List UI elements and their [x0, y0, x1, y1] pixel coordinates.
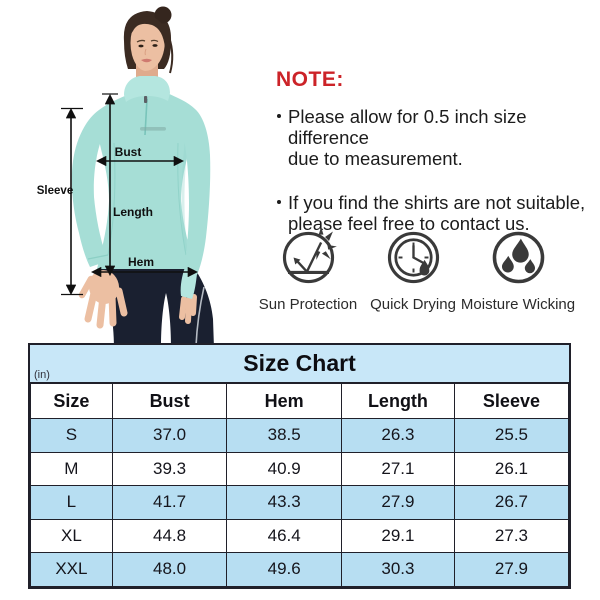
bullet-icon — [276, 192, 288, 234]
cuff-left — [87, 254, 109, 260]
thumbhole-cuff-right — [180, 270, 197, 299]
size-cell: L — [30, 485, 113, 520]
value-cell: 41.7 — [111, 485, 228, 520]
value-cell: 30.3 — [340, 552, 455, 587]
lips — [141, 58, 152, 63]
value-cell: 48.0 — [111, 552, 228, 587]
value-cell: 37.0 — [111, 418, 228, 453]
value-cell: 26.7 — [453, 485, 570, 520]
measurement-annotations — [61, 93, 199, 296]
shirt-collar — [124, 76, 170, 102]
value-cell: 27.1 — [340, 451, 455, 486]
shirt-sleeve-left — [71, 110, 108, 267]
sun-protection-icon — [282, 226, 337, 284]
table-row: S 37.0 38.5 26.3 25.5 — [30, 418, 570, 453]
column-header: Length — [340, 383, 455, 419]
value-cell: 40.9 — [226, 451, 342, 486]
table-row: XL 44.8 46.4 29.1 27.3 — [30, 518, 570, 553]
size-chart: Size Chart (in) Size Bust Hem Length Sle… — [28, 343, 571, 589]
eye-left — [138, 44, 144, 48]
droplet — [419, 259, 429, 276]
length-label: Length — [113, 205, 153, 219]
note-line: please feel free to contact us. — [288, 213, 530, 234]
eyebrow-right — [150, 39, 159, 43]
value-cell: 43.3 — [226, 485, 342, 520]
size-chart-unit: (in) — [34, 369, 50, 381]
note-item-text: Please allow for 0.5 inch size differenc… — [288, 106, 592, 169]
size-chart-title: Size Chart — [243, 350, 356, 376]
value-cell: 27.3 — [453, 518, 570, 553]
feature-quick-drying: Quick Drying — [357, 226, 469, 313]
value-cell: 38.5 — [226, 418, 342, 453]
size-cell: XXL — [30, 552, 113, 587]
feature-sun-protection: Sun Protection — [252, 226, 364, 313]
size-cell: XL — [30, 518, 113, 553]
column-header: Bust — [111, 383, 228, 419]
droplets — [501, 238, 535, 274]
feature-label: Sun Protection — [258, 296, 358, 313]
value-cell: 26.1 — [453, 451, 570, 486]
hand-right — [179, 294, 197, 324]
hair-strand — [168, 36, 174, 74]
face — [130, 17, 165, 71]
hair-front — [130, 16, 166, 48]
value-cell: 44.8 — [111, 518, 228, 553]
column-header: Size — [30, 383, 113, 419]
shirt-torso — [97, 93, 196, 269]
model-figure — [71, 6, 214, 348]
shirt-seam-right — [177, 142, 187, 256]
note-title: NOTE: — [276, 68, 344, 91]
value-cell: 26.3 — [340, 418, 455, 453]
shirt-sleeve-right — [183, 109, 211, 275]
table-row: XXL 48.0 49.6 30.3 27.9 — [30, 552, 570, 587]
column-header: Hem — [226, 383, 342, 419]
value-cell: 27.9 — [340, 485, 455, 520]
feature-label: Moisture Wicking — [460, 296, 576, 313]
brand-logo — [140, 127, 166, 131]
note-line: due to measurement. — [288, 148, 463, 169]
zipper-pull — [144, 96, 148, 103]
size-cell: M — [30, 451, 113, 486]
size-chart-table: Size Bust Hem Length Sleeve S 37.0 38.5 … — [30, 383, 570, 587]
size-cell: S — [30, 418, 113, 453]
note-line: Please allow for 0.5 inch size differenc… — [288, 106, 527, 148]
value-cell: 46.4 — [226, 518, 342, 553]
column-header: Sleeve — [453, 383, 570, 419]
value-cell: 49.6 — [226, 552, 342, 587]
table-row: L 41.7 43.3 27.9 26.7 — [30, 485, 570, 520]
hem-label: Hem — [128, 255, 154, 269]
note-item: If you find the shirts are not suitable,… — [276, 192, 592, 234]
moisture-wicking-icon — [492, 231, 544, 284]
value-cell: 27.9 — [453, 552, 570, 587]
hair-bun — [154, 6, 172, 24]
table-header-row: Size Bust Hem Length Sleeve — [30, 383, 570, 419]
feature-label: Quick Drying — [370, 296, 456, 313]
eye-right — [152, 44, 158, 47]
product-photo: Sleeve Bust Length Hem — [37, 6, 214, 348]
table-row: M 39.3 40.9 27.1 26.1 — [30, 451, 570, 486]
sleeve-label: Sleeve — [37, 185, 73, 197]
value-cell: 39.3 — [111, 451, 228, 486]
note-item: Please allow for 0.5 inch size differenc… — [276, 106, 592, 169]
note-line: If you find the shirts are not suitable, — [288, 192, 586, 213]
hand-left — [78, 270, 128, 329]
value-cell: 29.1 — [340, 518, 455, 553]
size-chart-title-bar: Size Chart (in) — [30, 345, 569, 383]
eyebrow-left — [136, 39, 146, 43]
sun-rays — [315, 226, 337, 260]
bullet-icon — [276, 106, 288, 169]
note-item-text: If you find the shirts are not suitable,… — [288, 192, 585, 234]
value-cell: 25.5 — [453, 418, 570, 453]
nose — [144, 48, 147, 56]
bust-label: Bust — [115, 145, 142, 159]
leggings-reflective-stripe — [195, 286, 205, 347]
note-section: NOTE: Please allow for 0.5 inch size dif… — [276, 68, 592, 257]
feature-moisture-wicking: Moisture Wicking — [460, 226, 576, 313]
quick-drying-icon — [387, 231, 439, 284]
